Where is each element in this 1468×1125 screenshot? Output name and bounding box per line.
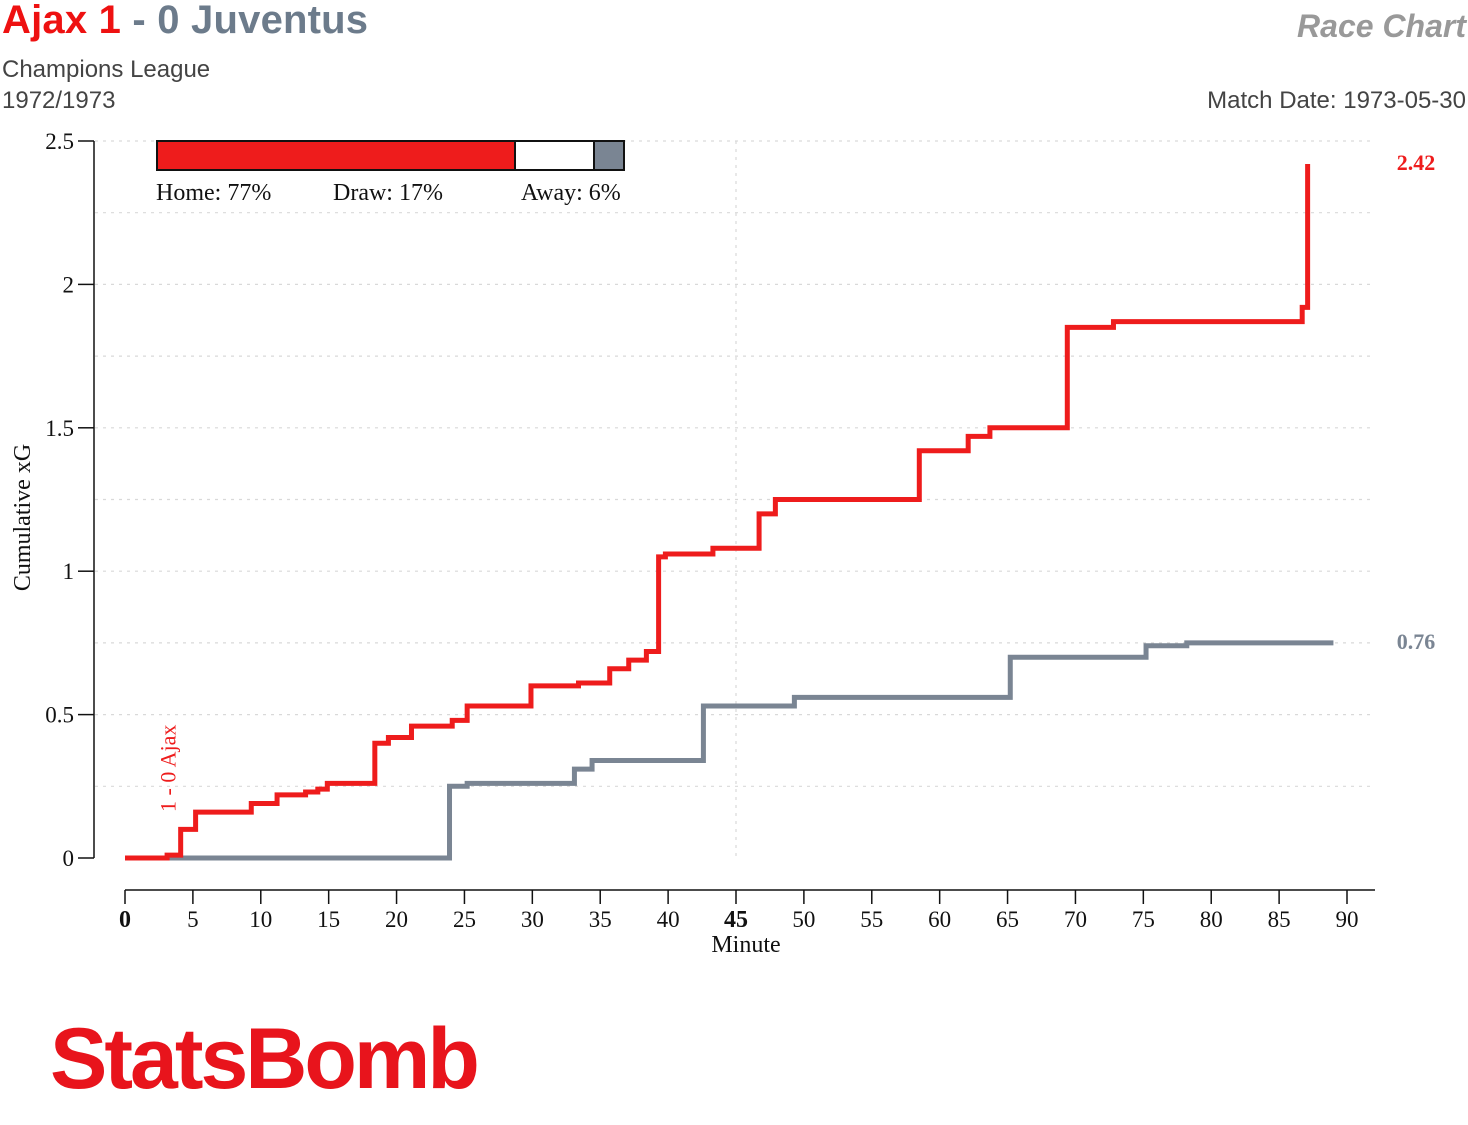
home-team: Ajax xyxy=(2,0,88,42)
away-team: Juventus xyxy=(191,0,369,42)
y-tick-label: 0 xyxy=(63,846,75,871)
x-tick-label: 35 xyxy=(589,907,612,932)
away-xg-line xyxy=(125,640,1334,861)
y-tick-label: 1 xyxy=(63,559,75,584)
y-tick-label: 0.5 xyxy=(45,703,74,728)
goal-annotation: 1 - 0 Ajax xyxy=(155,725,180,812)
x-tick-label: 40 xyxy=(657,907,680,932)
x-tick-label: 90 xyxy=(1336,907,1359,932)
x-tick-label: 5 xyxy=(187,907,199,932)
draw-probability-segment xyxy=(516,142,596,169)
x-tick-label: 55 xyxy=(860,907,883,932)
x-tick-label: 20 xyxy=(385,907,408,932)
home-probability-label: Home: 77% xyxy=(156,180,272,206)
away-probability-label: Away: 6% xyxy=(521,180,621,206)
x-tick-label: 30 xyxy=(521,907,544,932)
home-final-xg-label: 2.42 xyxy=(1397,150,1436,175)
x-tick-label: 85 xyxy=(1268,907,1291,932)
draw-probability-label: Draw: 17% xyxy=(333,180,443,206)
statsbomb-logo: StatsBomb xyxy=(50,1011,480,1107)
match-title: Ajax 1 - 0 Juventus xyxy=(2,0,368,43)
x-tick-label: 65 xyxy=(996,907,1019,932)
x-tick-label: 70 xyxy=(1064,907,1087,932)
y-tick-label: 1.5 xyxy=(45,416,74,441)
x-tick-label: 25 xyxy=(453,907,476,932)
away-final-xg-label: 0.76 xyxy=(1397,629,1436,654)
match-date: Match Date: 1973-05-30 xyxy=(1207,87,1466,114)
race-chart: 0 0.5 1 1.5 2 2.5 Cumulative xG 0 5 10 15 20 25 30 35 4… xyxy=(10,129,1436,958)
competition-name: Champions League xyxy=(2,56,211,83)
chart-name: Race Chart xyxy=(1297,8,1466,44)
season-label: 1972/1973 xyxy=(2,87,116,114)
x-tick-label: 80 xyxy=(1200,907,1223,932)
score-separator: - xyxy=(132,0,146,42)
home-xg-line xyxy=(125,163,1311,861)
x-tick-label: 75 xyxy=(1132,907,1155,932)
y-tick-label: 2 xyxy=(63,272,75,297)
x-tick-label: 45 xyxy=(724,907,748,933)
x-tick-label: 0 xyxy=(119,907,131,933)
home-probability-segment xyxy=(158,142,517,169)
x-tick-label: 50 xyxy=(792,907,815,932)
home-score: 1 xyxy=(98,0,122,42)
x-axis-label: Minute xyxy=(711,932,780,958)
away-probability-segment xyxy=(595,142,623,169)
y-tick-label: 2.5 xyxy=(45,129,74,154)
away-score: 0 xyxy=(157,0,180,42)
x-tick-label: 10 xyxy=(249,907,272,932)
x-tick-label: 15 xyxy=(317,907,340,932)
y-axis-label: Cumulative xG xyxy=(10,444,36,591)
x-tick-label: 60 xyxy=(928,907,951,932)
outcome-probability-bar xyxy=(156,140,625,171)
